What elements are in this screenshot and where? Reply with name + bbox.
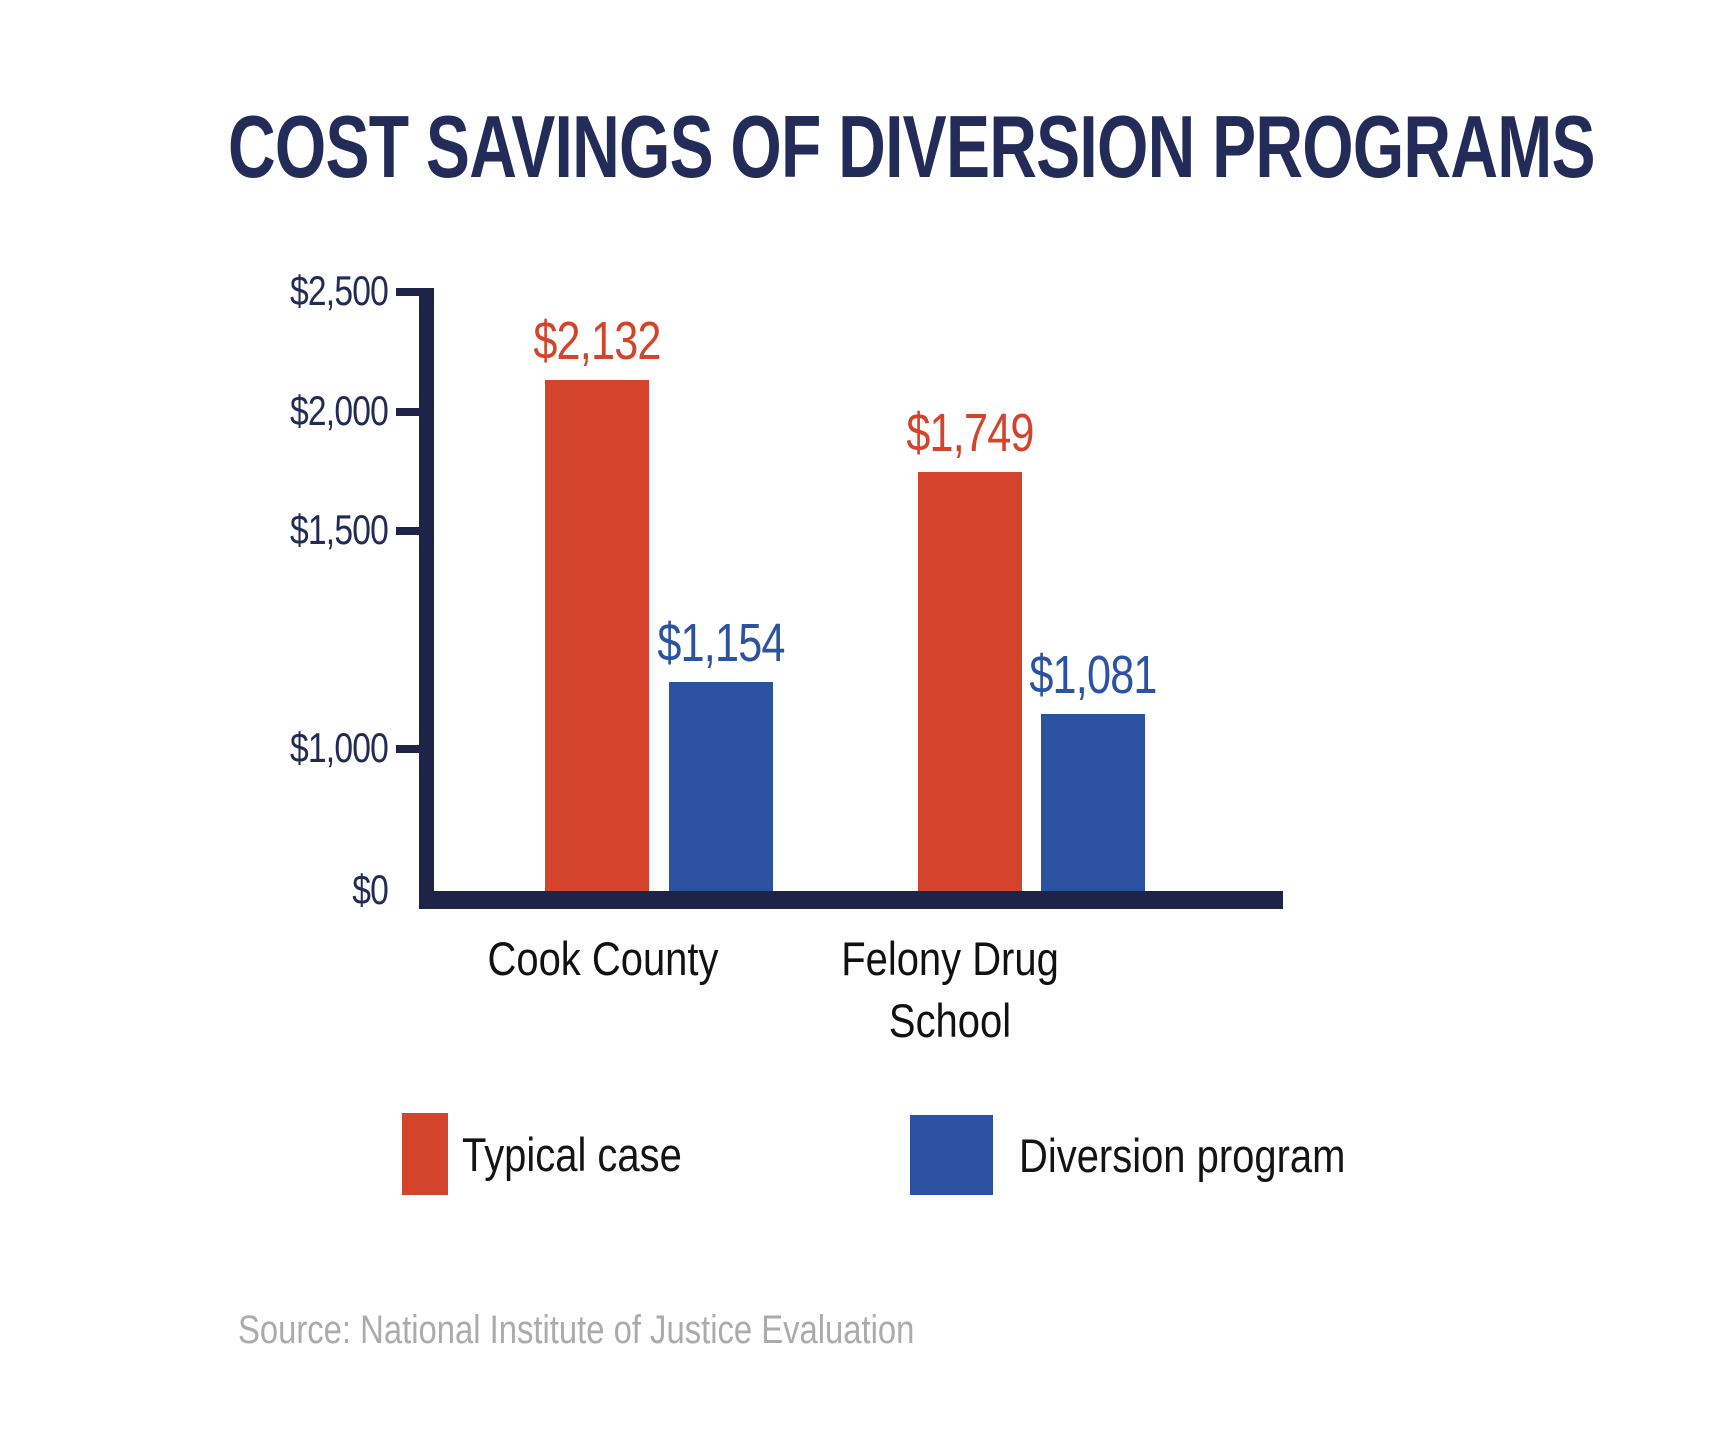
legend-item-diversion-program: Diversion program xyxy=(910,1115,1403,1195)
y-axis-line xyxy=(419,288,434,909)
y-tick-label: $2,500 xyxy=(290,267,389,314)
bar-value-label-diversion-program: $1,154 xyxy=(657,612,785,673)
y-tick-label: $1,000 xyxy=(290,724,389,771)
x-category-label: Felony Drug School xyxy=(841,932,1059,1048)
y-tick-label: $1,500 xyxy=(290,506,389,553)
bar-typical-case xyxy=(545,380,649,891)
y-axis-tick xyxy=(396,288,419,296)
bar-value-label-diversion-program: $1,081 xyxy=(1029,644,1157,705)
y-axis-tick xyxy=(396,408,419,416)
y-tick-label: $2,000 xyxy=(290,387,389,434)
legend-swatch-diversion-program-icon xyxy=(910,1115,993,1195)
bar-diversion-program xyxy=(1041,713,1145,891)
bar-typical-case xyxy=(918,471,1022,891)
legend-label-diversion-program: Diversion program xyxy=(1019,1128,1346,1182)
bar-value-label-typical-case: $1,749 xyxy=(906,402,1034,463)
y-axis-tick xyxy=(396,745,419,753)
source-attribution: Source: National Institute of Justice Ev… xyxy=(238,1308,915,1352)
legend-label-typical-case: Typical case xyxy=(462,1127,682,1181)
y-axis-tick xyxy=(396,527,419,535)
bar-value-label-typical-case: $2,132 xyxy=(533,311,661,372)
legend-swatch-typical-case-icon xyxy=(402,1113,448,1195)
legend-item-typical-case: Typical case xyxy=(402,1113,721,1195)
bar-diversion-program xyxy=(669,681,773,891)
chart-title: COST SAVINGS OF DIVERSION PROGRAMS xyxy=(228,97,1596,196)
y-tick-label: $0 xyxy=(352,866,389,913)
x-axis-line xyxy=(419,891,1283,909)
x-category-label: Cook County xyxy=(487,932,719,985)
